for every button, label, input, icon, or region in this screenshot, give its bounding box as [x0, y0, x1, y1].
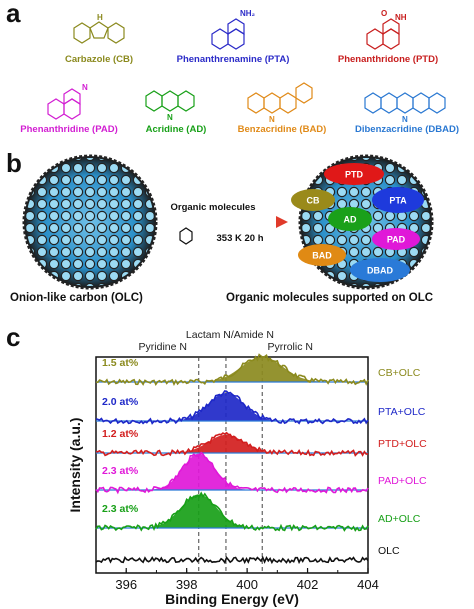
badge-label-cb: CB — [307, 196, 320, 206]
ad-n-label: N — [167, 113, 173, 122]
phenanthridine-structure-icon: N — [47, 83, 88, 120]
olc-caption: Onion-like carbon (OLC) — [10, 292, 143, 304]
trace-3 — [95, 451, 369, 495]
trace-5 — [95, 555, 369, 565]
molecule-phenanthridone: O NH Phenanthridone (PTD) — [318, 6, 458, 65]
hexagon-icon — [179, 227, 193, 245]
trace-2 — [96, 431, 369, 457]
panel-label-a: a — [6, 0, 21, 28]
molecule-label-pta: Phenanthrenamine (PTA) — [176, 54, 290, 65]
molecule-label-ptd: Phenanthridone (PTD) — [337, 54, 439, 65]
ptd-nh-label: NH — [395, 13, 407, 22]
ref-label-pyridine: Pyridine N — [139, 341, 187, 353]
process-arrow-icon — [168, 216, 288, 228]
arrow-bottom-label: 353 K 20 h — [217, 233, 264, 244]
atpct-label-0: 1.5 at% — [102, 357, 139, 369]
series-label-1: PTA+OLC — [378, 406, 426, 418]
olc-sphere-left — [22, 154, 158, 290]
badge-label-bad: BAD — [312, 251, 332, 261]
badge-ad — [328, 207, 372, 231]
x-tick-398: 398 — [176, 577, 198, 592]
molecule-label-bad: Benzacridine (BAD) — [237, 124, 327, 135]
ref-label-lactam: Lactam N/Amide N — [186, 329, 274, 341]
dbad-n-label: N — [402, 115, 408, 124]
series-label-0: CB+OLC — [378, 367, 421, 379]
peak-fill-1 — [96, 393, 368, 421]
molecule-phenanthridine: N Phenanthridine (PAD) — [14, 78, 124, 135]
trace-1 — [95, 390, 369, 425]
molecule-acridine: N Acridine (AD) — [128, 80, 224, 135]
y-axis-label: Intensity (a.u.) — [67, 418, 83, 513]
series-label-5: OLC — [378, 545, 400, 557]
series-label-2: PTD+OLC — [378, 438, 427, 450]
badge-bad — [298, 244, 346, 266]
atpct-label-3: 2.3 at% — [102, 465, 139, 477]
panel-label-c: c — [6, 322, 21, 352]
badge-dbad — [350, 258, 410, 282]
x-axis-label: Binding Energy (eV) — [165, 591, 299, 607]
pad-n-label: N — [82, 83, 88, 92]
carbazole-structure-icon: H — [73, 13, 125, 44]
ref-label-pyrrolic: Pyrrolic N — [267, 341, 313, 353]
molecule-label-cb: Carbazole (CB) — [64, 54, 134, 65]
plot-frame — [95, 356, 369, 574]
badge-label-ad: AD — [344, 215, 357, 225]
badge-label-ptd: PTD — [345, 170, 364, 180]
x-tick-396: 396 — [115, 577, 137, 592]
badge-label-dbad: DBAD — [367, 266, 393, 276]
molecule-phenanthrenamine: NH₂ Phenanthrenamine (PTA) — [158, 6, 308, 65]
badge-label-pad: PAD — [387, 235, 406, 245]
molecule-label-dbad: Dibenzacridine (DBAD) — [355, 124, 459, 135]
pta-amine-label: NH₂ — [240, 9, 256, 18]
trace-0 — [95, 353, 369, 387]
molecule-badges: PTD CB PTA AD PAD BAD DBAD — [291, 163, 424, 282]
atpct-label-2: 1.2 at% — [102, 428, 139, 440]
bad-n-label: N — [269, 115, 275, 124]
badge-label-pta: PTA — [389, 196, 407, 206]
xps-chart: Lactam N/Amide N Pyridine N Pyrrolic N 1… — [67, 329, 427, 607]
badge-pad — [372, 228, 420, 250]
series-label-4: AD+OLC — [378, 513, 421, 525]
peak-fill-0 — [96, 356, 368, 382]
benzacridine-structure-icon: N — [247, 82, 313, 124]
badge-pta — [372, 187, 424, 213]
molecule-benzacridine: N Benzacridine (BAD) — [222, 78, 342, 135]
acridine-structure-icon: N — [145, 90, 195, 122]
molecule-carbazole: H Carbazole (CB) — [44, 8, 154, 65]
arrow-top-label: Organic molecules — [170, 202, 255, 213]
atpct-label-4: 2.3 at% — [102, 503, 139, 515]
peak-fill-2 — [96, 434, 368, 453]
x-tick-400: 400 — [236, 577, 258, 592]
molecule-label-pad: Phenanthridine (PAD) — [20, 124, 118, 135]
supported-caption: Organic molecules supported on OLC — [226, 292, 434, 304]
badge-ptd — [324, 163, 384, 185]
x-tick-404: 404 — [357, 577, 379, 592]
carbazole-nh-label: H — [97, 13, 103, 22]
panel-label-b: b — [6, 148, 22, 178]
molecule-label-ad: Acridine (AD) — [145, 124, 207, 135]
phenanthridone-structure-icon: O NH — [366, 9, 407, 50]
series-label-3: PAD+OLC — [378, 475, 427, 487]
atpct-label-1: 2.0 at% — [102, 396, 139, 408]
badge-cb — [291, 189, 335, 211]
dibenzacridine-structure-icon: N — [364, 92, 446, 124]
molecule-dibenzacridine: N Dibenzacridine (DBAD) — [344, 78, 470, 135]
ptd-oxygen-label: O — [381, 9, 387, 18]
trace-4 — [95, 491, 369, 532]
phenanthrenamine-structure-icon: NH₂ — [211, 9, 256, 50]
x-tick-402: 402 — [297, 577, 319, 592]
